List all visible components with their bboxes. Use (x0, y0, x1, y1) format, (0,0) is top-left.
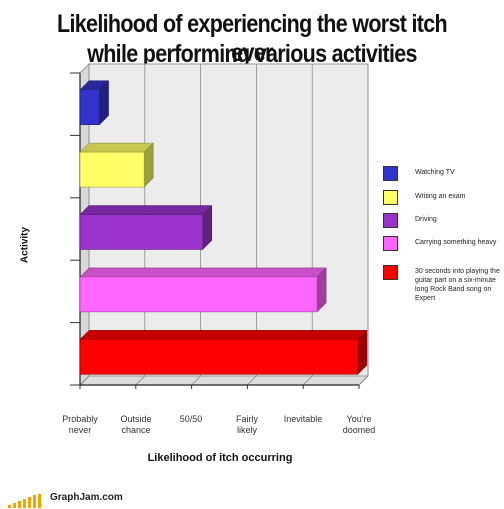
legend-label: Writing an exam (415, 193, 466, 200)
signal-bar-icon (33, 495, 36, 508)
bar-top-face (79, 267, 327, 278)
signal-bar-icon (23, 499, 26, 508)
legend-swatch (383, 166, 398, 181)
x-tick-label: 50/50 (179, 414, 203, 424)
x-tick-label: Probably never (62, 414, 98, 435)
signal-bar-icon (8, 505, 11, 508)
signal-bar-icon (28, 497, 31, 508)
x-tick-label: Inevitable (283, 414, 323, 424)
plot-floor (78, 375, 370, 386)
legend-swatch (383, 265, 398, 280)
legend-label: 30 seconds into playing the guitar part … (415, 268, 500, 302)
signal-bar-icon (13, 503, 16, 508)
gridline-floor (302, 375, 313, 386)
y-axis-label: Activity (19, 226, 31, 264)
x-axis-label: Likelihood of itch occurring (147, 452, 293, 464)
gridline-floor (247, 375, 257, 386)
bar (79, 276, 318, 313)
gridline-floor (135, 375, 146, 386)
signal-bar-icon (38, 494, 41, 508)
legend-label: Carrying something heavy (415, 239, 497, 246)
gridline-floor (79, 375, 90, 386)
bar (79, 151, 145, 188)
legend-label: Driving (415, 216, 437, 223)
chart-title-line-2: while performing various activities (87, 40, 417, 68)
bar-top-face (79, 330, 368, 340)
bar (79, 339, 359, 375)
x-tick-label: You're doomed (342, 414, 376, 435)
legend-swatch (383, 190, 398, 205)
legend-label: Watching TV (415, 169, 455, 176)
bar (79, 214, 204, 250)
x-tick-label: Outside chance (120, 414, 152, 435)
signal-bar-icon (18, 501, 21, 508)
gridline-floor (191, 375, 201, 386)
bar (79, 89, 100, 125)
bar-top-face (79, 142, 154, 153)
graphjam-wordmark: GraphJam.com (50, 492, 123, 503)
legend-swatch (383, 236, 398, 251)
legend-swatch (383, 213, 398, 228)
chart-title-line-1: Likelihood of experiencing the worst itc… (57, 10, 448, 67)
x-tick-label: Fairly likely (236, 414, 258, 435)
bar-top-face (79, 205, 213, 215)
gridline-floor (358, 375, 369, 386)
